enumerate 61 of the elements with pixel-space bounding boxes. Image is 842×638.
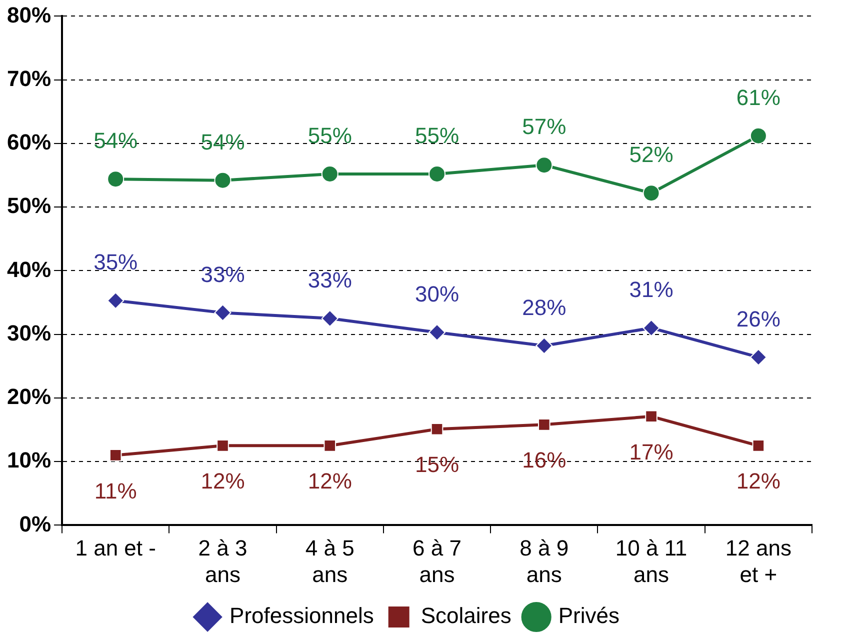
point (645, 410, 658, 423)
data-label: 15% (414, 452, 460, 478)
point (214, 172, 232, 189)
y-tick-label: 0% (19, 511, 52, 536)
x-tick-label: 2 à 3 ans (198, 535, 248, 587)
data-label: 26% (736, 306, 780, 332)
data-label: 30% (414, 281, 460, 306)
data-label: 28% (522, 294, 566, 320)
legend-label: Scolaires (420, 603, 512, 628)
data-label: 54% (200, 129, 245, 154)
data-label: 52% (629, 142, 674, 168)
legend-label: Privés (558, 603, 620, 628)
data-label: 16% (522, 448, 566, 473)
data-label: 55% (308, 123, 352, 148)
point (428, 165, 446, 182)
point (216, 440, 229, 452)
data-label: 55% (414, 123, 460, 148)
data-label: 11% (94, 478, 137, 504)
x-tick-label: 6 à 7 ans (412, 535, 462, 587)
point (750, 127, 767, 144)
data-label: 12% (308, 468, 352, 494)
data-label: 33% (308, 267, 352, 292)
point (642, 184, 660, 202)
x-tick-label: 4 à 5 ans (305, 535, 354, 587)
point (430, 422, 444, 436)
y-tick-label: 50% (6, 193, 52, 218)
point (752, 440, 765, 452)
data-label: 35% (94, 250, 138, 275)
point (536, 337, 553, 354)
point (538, 418, 550, 431)
data-label: 31% (629, 277, 674, 302)
data-label: 54% (94, 128, 138, 154)
data-label: 61% (736, 84, 780, 110)
data-label: 12% (736, 468, 780, 494)
point (107, 292, 124, 310)
point (107, 170, 124, 188)
x-tick-label: 10 à 11 ans (615, 535, 688, 587)
y-tick-label: 40% (6, 256, 52, 282)
y-tick-label: 10% (6, 448, 52, 473)
x-tick-label: 8 à 9 ans (520, 535, 569, 587)
point (642, 319, 660, 336)
point (321, 165, 338, 182)
point (109, 449, 122, 462)
data-label: 17% (629, 439, 674, 464)
x-tick-label: 12 ans et + (725, 535, 792, 587)
y-tick-label: 70% (6, 66, 52, 91)
data-label: 33% (200, 262, 245, 287)
y-tick-label: 20% (6, 384, 52, 410)
point (321, 310, 338, 327)
point (428, 324, 446, 341)
data-label: 12% (200, 468, 245, 494)
data-label: 57% (522, 114, 566, 140)
point (750, 348, 767, 366)
x-tick-label: 1 an et - (75, 535, 156, 560)
y-tick-label: 80% (6, 2, 52, 28)
point (214, 304, 232, 322)
point (536, 156, 553, 174)
y-tick-label: 60% (6, 130, 52, 155)
legend-label: Professionnels (230, 603, 374, 628)
point (324, 440, 336, 452)
y-tick-label: 30% (6, 320, 52, 346)
